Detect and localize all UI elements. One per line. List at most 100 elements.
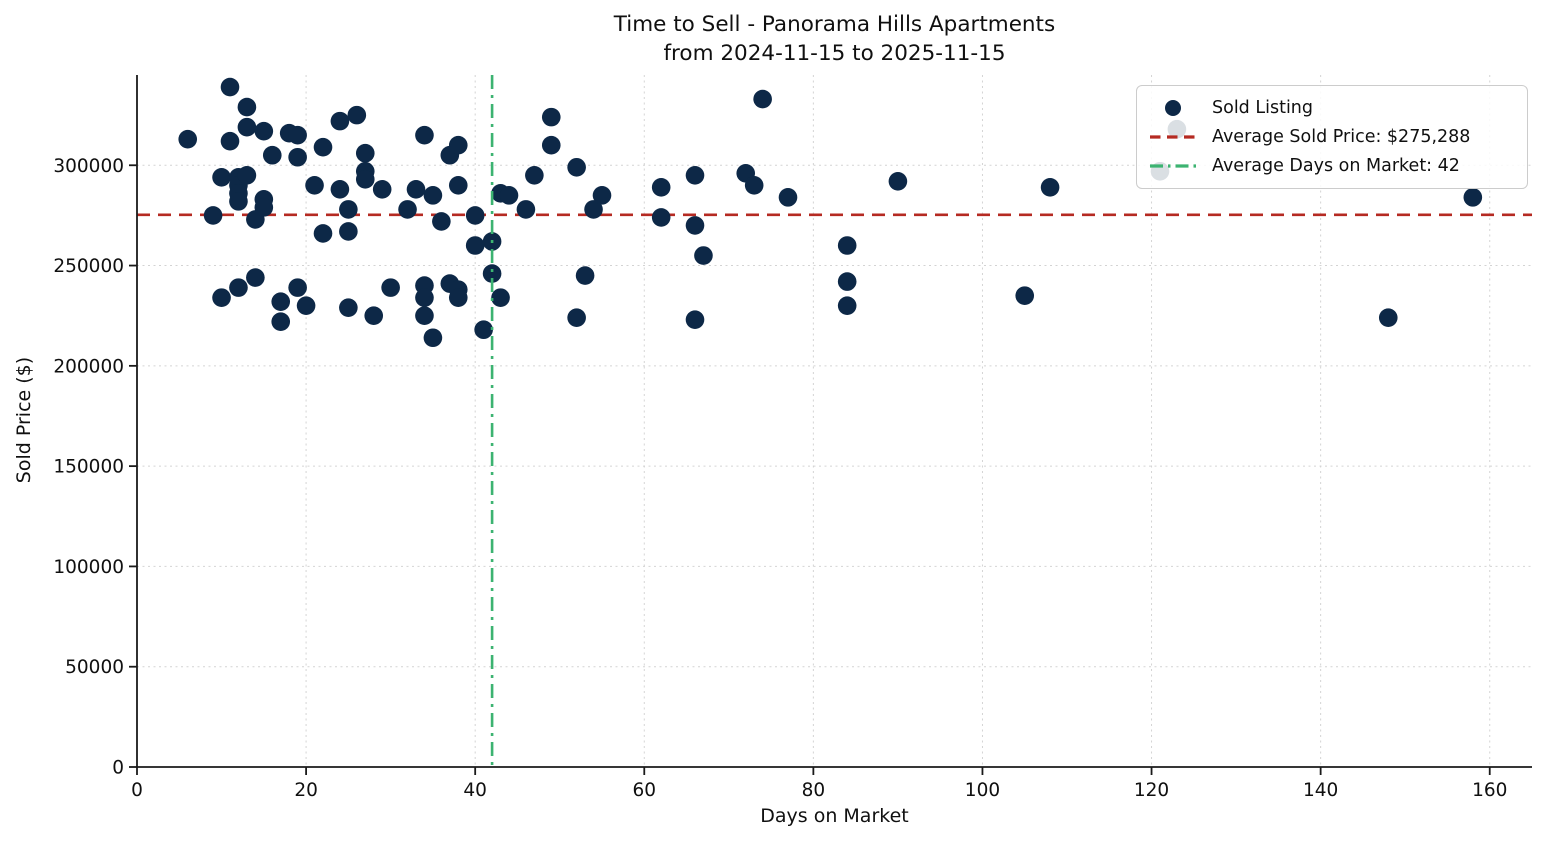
y-tick-label: 250000 <box>53 256 124 277</box>
scatter-point <box>254 121 274 141</box>
scatter-point <box>1378 308 1398 328</box>
scatter-point <box>837 236 857 255</box>
scatter-point <box>288 278 307 297</box>
scatter-point <box>398 200 417 219</box>
x-axis-label: Days on Market <box>760 805 909 827</box>
scatter-point <box>364 306 384 325</box>
scatter-point <box>330 180 350 199</box>
scatter-point <box>837 272 857 291</box>
scatter-point <box>237 165 257 185</box>
scatter-point <box>423 328 443 348</box>
legend-label-avg-days-on-market: Average Days on Market: 42 <box>1212 156 1460 177</box>
scatter-point <box>465 236 485 255</box>
chart-title-line2: from 2024-11-15 to 2025-11-15 <box>663 40 1006 66</box>
scatter-point <box>229 278 248 297</box>
scatter-point <box>212 288 231 307</box>
avg-days-dashdot-line-icon <box>1150 164 1196 168</box>
avg-price-dashed-line-icon <box>1150 135 1196 139</box>
chart-title: Time to Sell - Panorama Hills Apartments… <box>137 11 1532 68</box>
legend-label-avg-sold-price: Average Sold Price: $275,288 <box>1212 126 1471 147</box>
scatter-point <box>753 89 772 109</box>
x-tick-label: 100 <box>965 780 1000 801</box>
scatter-point <box>203 206 223 225</box>
scatter-point <box>1015 286 1035 305</box>
scatter-point <box>423 186 443 205</box>
scatter-point <box>330 111 350 131</box>
scatter-point <box>778 188 798 207</box>
scatter-point <box>355 170 375 189</box>
legend-item-sold-listing: Sold Listing <box>1149 98 1515 118</box>
scatter-point <box>744 176 764 195</box>
x-tick-label: 160 <box>1472 780 1507 801</box>
y-tick-label: 150000 <box>53 457 124 478</box>
scatter-point <box>567 157 586 177</box>
y-tick-label: 200000 <box>53 356 124 377</box>
scatter-point <box>499 186 519 205</box>
scatter-point <box>313 224 333 243</box>
scatter-point <box>694 246 713 265</box>
y-tick-label: 300000 <box>53 156 124 177</box>
legend-item-avg-sold-price: Average Sold Price: $275,288 <box>1149 127 1515 147</box>
scatter-point <box>246 268 265 287</box>
scatter-point <box>525 165 544 185</box>
scatter-point <box>271 312 291 332</box>
legend-item-avg-days-on-market: Average Days on Market: 42 <box>1149 156 1515 176</box>
scatter-point <box>465 206 485 225</box>
y-axis-label: Sold Price ($) <box>13 356 35 484</box>
scatter-point <box>229 192 248 211</box>
scatter-point <box>355 143 375 163</box>
scatter-point <box>837 296 857 315</box>
scatter-point <box>381 278 400 297</box>
scatter-point <box>271 292 291 311</box>
scatter-point <box>339 222 358 241</box>
scatter-point <box>288 125 307 145</box>
scatter-point <box>415 306 434 325</box>
scatter-point <box>448 135 468 155</box>
scatter-point <box>474 320 493 340</box>
scatter-point <box>372 180 392 199</box>
scatter-point <box>1463 188 1483 207</box>
scatter-point <box>415 125 434 145</box>
scatter-point <box>448 176 468 195</box>
scatter-point <box>685 216 705 235</box>
x-tick-label: 140 <box>1303 780 1338 801</box>
scatter-point <box>212 167 231 187</box>
scatter-point <box>575 266 595 285</box>
scatter-point <box>888 172 908 191</box>
scatter-point <box>592 186 612 205</box>
y-tick-label: 100000 <box>53 557 124 578</box>
scatter-point <box>288 147 307 167</box>
scatter-point <box>685 310 705 330</box>
scatter-point <box>448 288 468 307</box>
x-tick-label: 40 <box>463 780 487 801</box>
scatter-point <box>313 137 333 157</box>
scatter-point <box>339 200 358 219</box>
x-tick-label: 120 <box>1134 780 1169 801</box>
scatter-point <box>516 200 536 219</box>
scatter-point <box>432 212 451 231</box>
scatter-point <box>1040 178 1060 197</box>
scatter-point <box>220 131 240 151</box>
scatter-point <box>482 264 502 283</box>
scatter-point <box>178 129 198 149</box>
scatter-point <box>347 105 367 125</box>
scatter-point <box>339 298 358 317</box>
scatter-point <box>584 200 603 219</box>
legend: Sold Listing Average Sold Price: $275,28… <box>1136 85 1528 189</box>
scatter-point <box>220 77 240 97</box>
scatter-point <box>237 97 257 117</box>
scatter-point <box>305 176 324 195</box>
scatter-point <box>296 296 316 315</box>
scatter-point <box>254 198 274 217</box>
scatter-point <box>491 288 510 307</box>
scatter-point <box>651 178 671 197</box>
scatter-point <box>237 117 257 137</box>
x-tick-label: 80 <box>802 780 826 801</box>
scatter-point <box>541 135 561 155</box>
x-tick-label: 20 <box>294 780 318 801</box>
scatter-point <box>567 308 586 328</box>
scatter-point <box>541 107 561 127</box>
chart-title-line1: Time to Sell - Panorama Hills Apartments <box>613 12 1056 37</box>
